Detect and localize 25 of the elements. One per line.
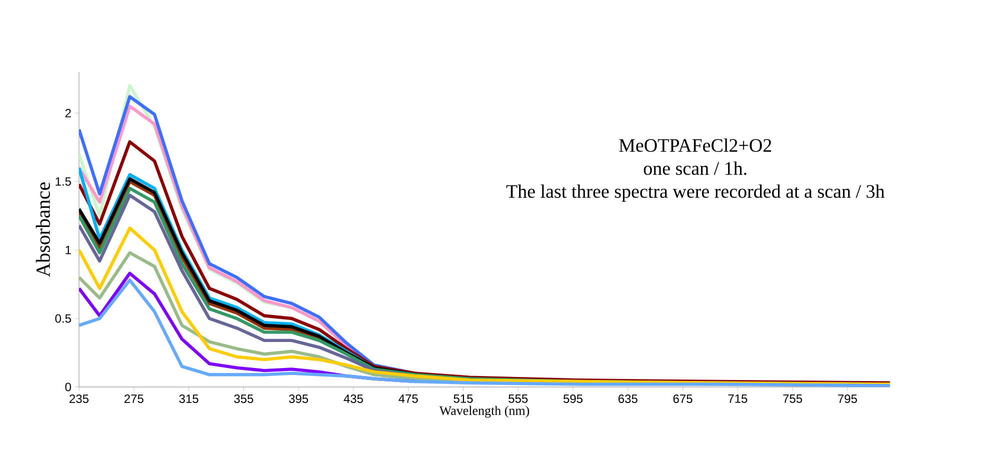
x-tick-label: 235 <box>70 394 89 404</box>
x-tick-label: 555 <box>508 394 528 403</box>
x-tick-label: 515 <box>454 394 473 403</box>
y-tick-label: 0.5 <box>55 314 71 323</box>
y-axis-title: Absorbance <box>36 182 50 278</box>
x-tick-label: 315 <box>179 394 198 404</box>
x-tick-label: 715 <box>728 394 748 403</box>
annotation: The last three spectra were recorded at a scan / 3h <box>506 184 885 202</box>
text: MeOTPAFeCl2+O2 <box>619 138 772 152</box>
x-tick-label: 475 <box>398 394 418 403</box>
x-tick-label: 395 <box>289 394 308 404</box>
x-tick-label: 635 <box>618 394 638 404</box>
y-tick-label: 0 <box>65 382 72 392</box>
y-tick-label: 1.5 <box>56 177 71 186</box>
x-tick-label: 435 <box>344 394 363 404</box>
x-axis-title: Wavelength (nm) <box>439 406 530 418</box>
y-tick-label: 1 <box>66 246 71 254</box>
x-tick-label: 595 <box>563 394 583 404</box>
x-tick-label: 795 <box>838 394 857 404</box>
y-tick-label: 2 <box>65 108 71 118</box>
x-tick-label: 355 <box>234 394 254 404</box>
x-tick-label: 675 <box>673 394 692 404</box>
x-tick-label: 755 <box>783 394 802 403</box>
x-tick-label: 275 <box>124 394 144 404</box>
text: one scan / 1h. <box>644 162 746 175</box>
